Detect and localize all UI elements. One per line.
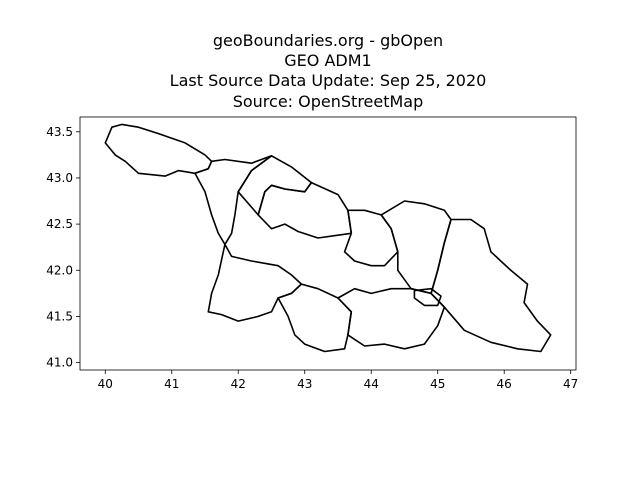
chart-title: geoBoundaries.org - gbOpen GEO ADM1 Last…	[170, 31, 487, 111]
x-tick-label: 41	[164, 377, 179, 391]
region-samegrelo-zemo-svaneti	[194, 155, 273, 246]
y-axis: 41.0 41.5 42.0 42.5 43.0 43.5	[46, 125, 80, 370]
title-line-1: geoBoundaries.org - gbOpen	[213, 31, 443, 50]
region-boundaries	[104, 123, 552, 353]
x-tick-label: 42	[231, 377, 246, 391]
x-tick-label: 44	[364, 377, 379, 391]
title-line-2: GEO ADM1	[284, 51, 371, 70]
x-tick-label: 46	[497, 377, 512, 391]
y-tick-label: 42.5	[46, 217, 73, 231]
x-tick-label: 43	[297, 377, 312, 391]
region-kakheti	[430, 218, 552, 353]
x-tick-label: 45	[430, 377, 445, 391]
region-guria-adjara	[207, 243, 303, 322]
y-tick-label: 43.5	[46, 125, 73, 139]
title-line-4: Source: OpenStreetMap	[233, 92, 424, 111]
y-tick-label: 42.0	[46, 263, 73, 277]
y-tick-label: 41.0	[46, 356, 73, 370]
title-line-3: Last Source Data Update: Sep 25, 2020	[170, 71, 487, 90]
region-tbilisi	[413, 287, 442, 307]
y-tick-label: 43.0	[46, 171, 73, 185]
x-axis: 40 41 42 43 44 45 46 47	[98, 370, 578, 391]
y-tick-label: 41.5	[46, 309, 73, 323]
x-tick-label: 40	[98, 377, 113, 391]
plot-frame	[79, 116, 577, 371]
x-tick-label: 47	[563, 377, 578, 391]
